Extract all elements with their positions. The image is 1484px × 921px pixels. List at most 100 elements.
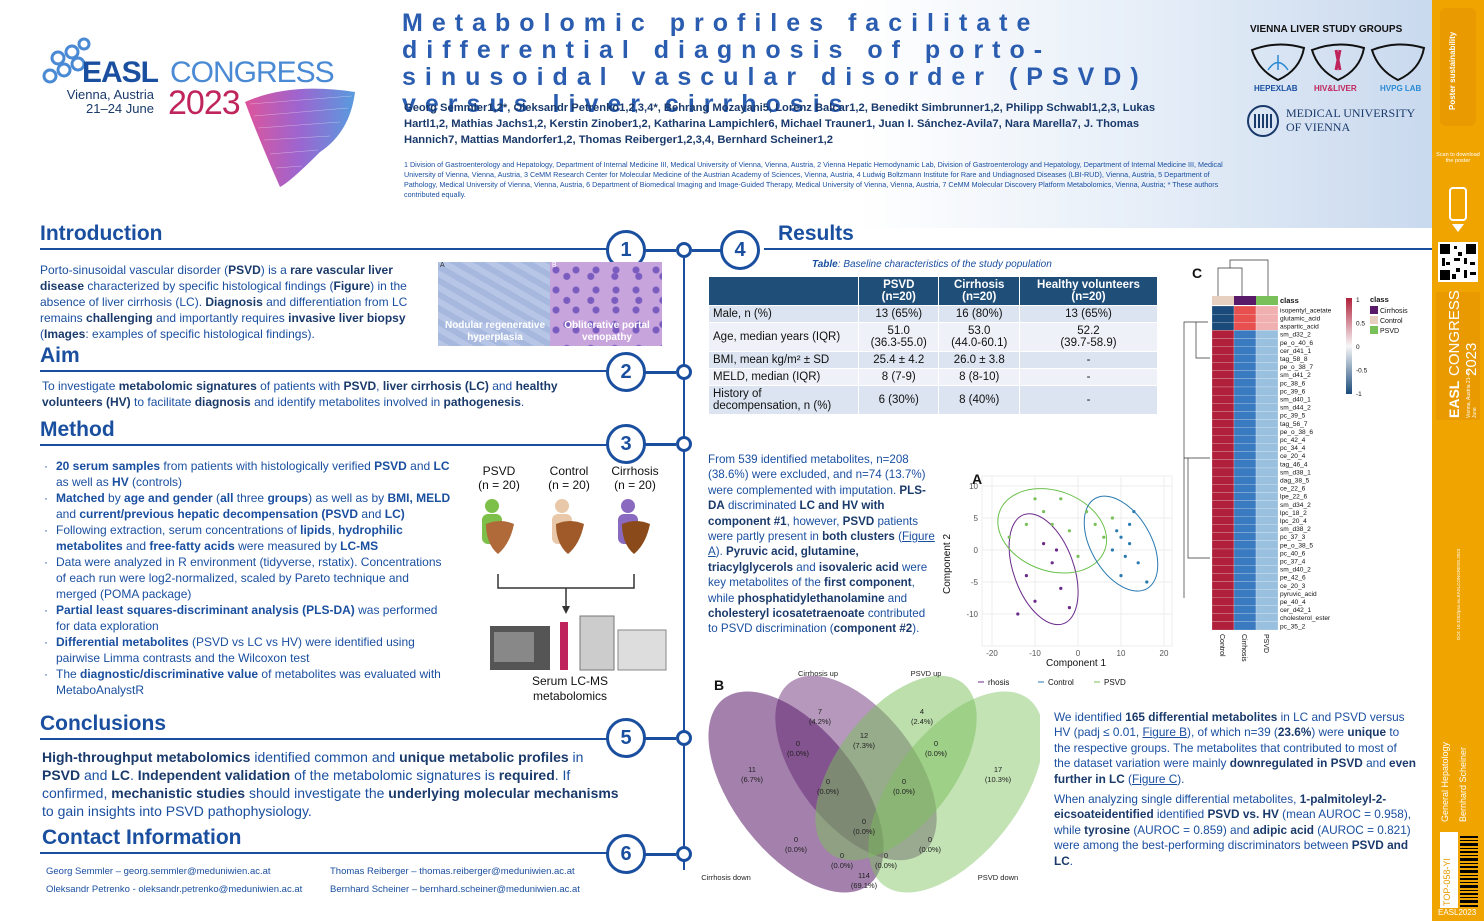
table-header-cell: PSVD (n=20) [857, 276, 940, 306]
sidebar-venue: Vienna, Austria 21–24 June [1466, 369, 1478, 418]
heatmap-cell [1233, 484, 1257, 493]
scatter-point [1050, 561, 1054, 565]
venn-region-percent: (0.0%) [817, 787, 840, 796]
results-heading: Results [778, 222, 854, 245]
venn-region-count: 0 [796, 739, 800, 748]
heatmap-row-label: cholesterol_ester [1280, 615, 1331, 622]
venn-region-count: 0 [862, 817, 866, 826]
legend-label: rhosis [988, 678, 1009, 687]
contact-scheiner[interactable]: Bernhard Scheiner – bernhard.scheiner@me… [330, 884, 580, 895]
heatmap-row-label: pc_34_4 [1280, 445, 1306, 452]
heatmap-cell [1211, 378, 1235, 388]
heatmap-row-label: pc_40_6 [1280, 550, 1306, 557]
scatter-point [1059, 497, 1063, 501]
heatmap-cell [1255, 403, 1279, 412]
venn-region-count: 0 [840, 851, 844, 860]
heatmap-cell [1211, 313, 1235, 323]
table-caption: Table: Baseline characteristics of the s… [812, 259, 1052, 270]
results-rule [764, 248, 1432, 250]
heatmap-cell [1233, 459, 1257, 469]
y-tick-label: 10 [969, 482, 978, 491]
table-cell: 8 (40%) [938, 385, 1020, 415]
heatmap-cell [1211, 459, 1235, 469]
contact-reiberger[interactable]: Thomas Reiberger – thomas.reiberger@medu… [330, 866, 575, 877]
heatmap-cell [1233, 451, 1257, 461]
intro-rule [40, 248, 638, 250]
right-sidebar [1432, 0, 1484, 921]
aim-text: To investigate metabolomic signatures of… [42, 379, 558, 409]
contact-petrenko[interactable]: Oleksandr Petrenko - oleksandr.petrenko@… [46, 884, 303, 895]
heatmap-row-label: tag_58_8 [1280, 356, 1308, 363]
heatmap-row-label: sm_d40_2 [1280, 567, 1311, 574]
header-banner [0, 0, 1432, 228]
heatmap-cell [1233, 589, 1257, 598]
heatmap-cell [1211, 613, 1235, 622]
heatmap-cell [1211, 403, 1235, 412]
connector-3 [640, 443, 676, 446]
venn-region-percent: (0.0%) [893, 787, 916, 796]
introduction-text: Porto-sinusoidal vascular disorder (PSVD… [40, 263, 408, 341]
table-cell: - [1018, 351, 1159, 369]
heatmap-cell [1233, 565, 1257, 574]
venn-region-percent: (4.2%) [809, 717, 832, 726]
class-bar-label: class [1280, 296, 1299, 305]
venn-region-percent: (2.4%) [911, 717, 934, 726]
contact-rule [40, 852, 638, 854]
method-item: 20 serum samples from patients with hist… [42, 458, 452, 490]
heatmap-cell [1255, 395, 1279, 404]
heatmap-row-label: pe_o_38_7 [1280, 364, 1313, 371]
results-venn-text: We identified 165 differential metabolit… [1054, 710, 1416, 786]
heatmap-cell [1255, 451, 1279, 461]
contact-semmler[interactable]: Georg Semmler – georg.semmler@meduniwien… [46, 866, 271, 877]
heatmap-row-label: lpc_18_2 [1280, 510, 1307, 517]
legend-label: Cirrhosis [1380, 308, 1408, 315]
x-axis-label: Component 1 [1046, 658, 1106, 669]
heatmap-col-label: PSVD [1262, 634, 1269, 653]
scatter-point [1145, 580, 1149, 584]
heatmap-cell [1255, 540, 1279, 550]
table-cell: Male, n (%) [708, 305, 859, 323]
heatmap-cell [1255, 378, 1279, 388]
heatmap-cell [1233, 516, 1257, 525]
scatter-point [1016, 612, 1020, 616]
image-tag-a: A [440, 262, 445, 269]
heatmap-cell [1255, 435, 1279, 444]
table-cell: 13 (65%) [857, 305, 940, 323]
heatmap-row-label: dag_38_5 [1280, 478, 1310, 485]
table-row: History of decompensation, n (%) 6 (30%) 8 … [708, 385, 1159, 415]
table-cell: 16 (80%) [938, 305, 1020, 323]
method-item: Data were analyzed in R environment (tid… [42, 554, 452, 602]
heatmap-cell [1233, 476, 1257, 485]
heatmap-cell [1211, 476, 1235, 485]
scatter-point [1132, 510, 1136, 514]
heatmap-cell [1255, 508, 1279, 517]
heatmap-row-label: pc_42_4 [1280, 437, 1306, 444]
table-cell: 51.0 (36.3-55.0) [857, 322, 940, 352]
heatmap-row-label: sm_d38_2 [1280, 526, 1311, 533]
heatmap-row-label: pe_42_6 [1280, 575, 1306, 582]
venn-diagram: B Cirrhosis up PSVD up Cirrhosis down PSVD d… [701, 669, 1040, 893]
heatmap-cell [1233, 557, 1257, 566]
poster-title: Metabolomic profiles facilitate differen… [402, 9, 1148, 118]
heatmap-row-label: pc_37_3 [1280, 534, 1306, 541]
heatmap-cell [1255, 322, 1279, 331]
table-cell: BMI, mean kg/m² ± SD [708, 351, 859, 369]
heatmap-row-label: pc_37_4 [1280, 559, 1306, 566]
venn-region-percent: (69.1%) [851, 881, 878, 890]
venn-region-percent: (0.0%) [925, 749, 948, 758]
scan-text: Scan to download the poster [1436, 152, 1480, 164]
qr-code-icon[interactable] [1438, 242, 1478, 282]
sidebar-author: Bernhard Scheiner [1458, 746, 1468, 822]
table-row: Male, n (%) 13 (65%) 16 (80%) 13 (65%) [708, 305, 1159, 323]
heatmap-cell [1211, 362, 1235, 371]
heatmap-cell [1211, 346, 1235, 355]
heatmap-cell [1211, 565, 1235, 574]
heatmap-cell [1255, 305, 1279, 315]
venn-region-percent: (0.0%) [785, 845, 808, 854]
color-scale-label: -0.5 [1356, 368, 1368, 375]
heatmap-row-label: pe_o_38_5 [1280, 542, 1313, 549]
image-caption-opv: Obliterative portal venopathy [564, 320, 650, 343]
liver-wireframe-icon [245, 88, 355, 187]
venn-set-label: PSVD down [978, 873, 1018, 882]
table-header-cell [708, 276, 859, 306]
